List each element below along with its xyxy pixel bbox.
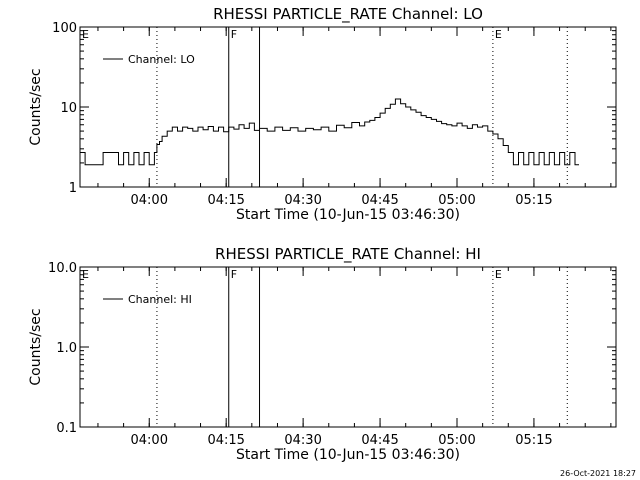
y-tick-label: 100 [52, 21, 77, 36]
x-tick-label: 04:15 [207, 433, 244, 448]
event-marker-label: F [231, 268, 237, 281]
plot-frame [79, 26, 617, 188]
x-tick-label: 04:00 [131, 193, 168, 208]
plot-frame [79, 266, 617, 428]
x-tick-label: 05:00 [438, 193, 475, 208]
chart-panel-2: RHESSI PARTICLE_RATE Channel: HI 0.1 1.0 10… [28, 245, 617, 463]
y-axis-label: Counts/sec [28, 68, 44, 145]
event-marker-label: F [231, 28, 237, 41]
y-tick-label: 0.1 [56, 421, 77, 436]
series-line-1 [80, 98, 579, 166]
x-tick-label: 04:45 [361, 193, 398, 208]
event-marker-label: E [495, 28, 502, 41]
y-tick-label: 10.0 [48, 261, 77, 276]
y-tick-label: 1 [69, 181, 77, 196]
x-axis-label: Start Time (10-Jun-15 03:46:30) [236, 207, 460, 223]
event-marker-label: E [495, 268, 502, 281]
chart-title: RHESSI PARTICLE_RATE Channel: LO [213, 5, 483, 24]
footer-timestamp: 26-Oct-2021 18:27 [560, 469, 636, 478]
chart-title: RHESSI PARTICLE_RATE Channel: HI [215, 245, 481, 264]
x-tick-label: 05:15 [515, 193, 552, 208]
x-tick-label: 05:00 [438, 433, 475, 448]
y-tick-label: 10 [60, 101, 77, 116]
legend-entry: Channel: LO [128, 53, 195, 66]
chart-panel-1: RHESSI PARTICLE_RATE Channel: LO 1 10 100 04… [28, 5, 617, 223]
event-marker-label: E [82, 268, 89, 281]
legend-entry: Channel: HI [128, 293, 192, 306]
x-tick-label: 04:15 [207, 193, 244, 208]
x-tick-label: 04:30 [284, 433, 321, 448]
x-axis-label: Start Time (10-Jun-15 03:46:30) [236, 447, 460, 463]
y-tick-label: 1.0 [56, 341, 77, 356]
event-marker-label: E [82, 28, 89, 41]
x-tick-label: 04:30 [284, 193, 321, 208]
x-tick-label: 04:00 [131, 433, 168, 448]
x-tick-label: 04:45 [361, 433, 398, 448]
y-axis-label: Counts/sec [28, 308, 44, 385]
x-tick-label: 05:15 [515, 433, 552, 448]
